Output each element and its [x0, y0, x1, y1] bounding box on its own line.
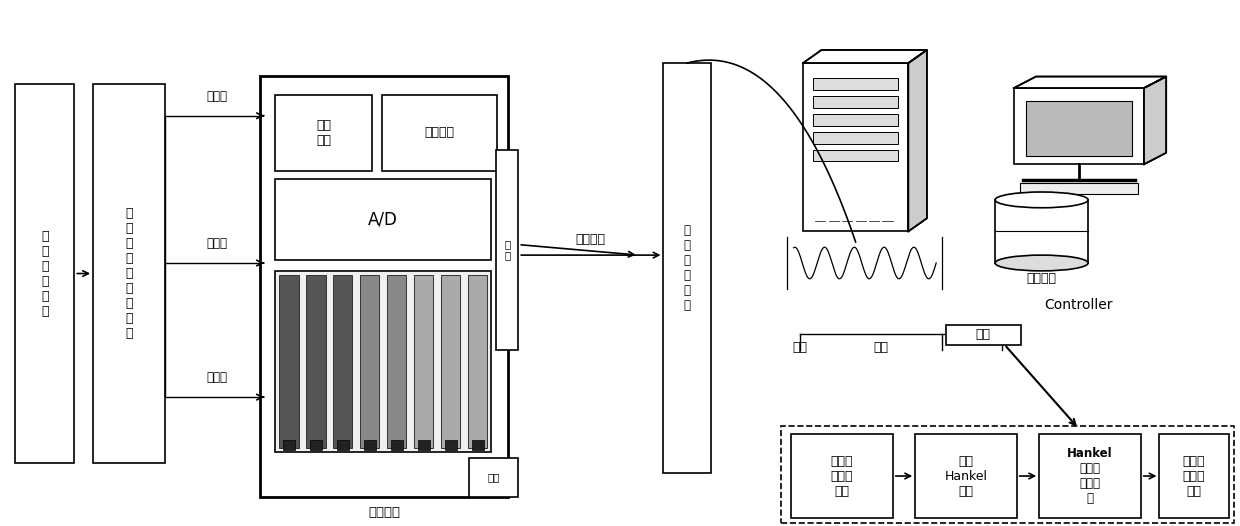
- FancyBboxPatch shape: [946, 325, 1021, 345]
- FancyBboxPatch shape: [813, 150, 898, 161]
- FancyBboxPatch shape: [391, 440, 403, 450]
- FancyBboxPatch shape: [279, 275, 299, 448]
- FancyBboxPatch shape: [445, 440, 456, 450]
- FancyBboxPatch shape: [275, 179, 491, 260]
- FancyBboxPatch shape: [1025, 101, 1131, 157]
- Text: 信号
放大: 信号 放大: [316, 119, 331, 147]
- FancyBboxPatch shape: [1019, 183, 1138, 195]
- FancyBboxPatch shape: [363, 440, 376, 450]
- FancyBboxPatch shape: [813, 114, 898, 126]
- Text: 在
轨
脉
冲
激
励: 在 轨 脉 冲 激 励: [41, 229, 48, 318]
- Text: Hankel
矩阵奇
异值分
解: Hankel 矩阵奇 异值分 解: [1068, 447, 1112, 505]
- FancyBboxPatch shape: [467, 275, 487, 448]
- Text: 接
口: 接 口: [503, 239, 511, 261]
- Text: 采集: 采集: [792, 341, 807, 353]
- Text: 存储: 存储: [873, 341, 888, 353]
- FancyBboxPatch shape: [1159, 434, 1229, 518]
- Text: 传感器: 传感器: [207, 237, 227, 250]
- FancyBboxPatch shape: [813, 78, 898, 90]
- Ellipse shape: [994, 255, 1089, 271]
- Text: 在
轨
状
态
太
阳
电
池
阵: 在 轨 状 态 太 阳 电 池 阵: [125, 207, 133, 340]
- Ellipse shape: [994, 192, 1089, 208]
- FancyBboxPatch shape: [915, 434, 1017, 518]
- Text: 地
面
数
据
接
收: 地 面 数 据 接 收: [683, 224, 691, 312]
- FancyBboxPatch shape: [1014, 88, 1145, 164]
- FancyBboxPatch shape: [496, 150, 518, 350]
- FancyBboxPatch shape: [471, 440, 484, 450]
- FancyBboxPatch shape: [306, 275, 325, 448]
- Text: 数据存储: 数据存储: [1027, 272, 1056, 285]
- Text: 数据传输: 数据传输: [575, 233, 605, 246]
- FancyBboxPatch shape: [441, 275, 460, 448]
- Polygon shape: [804, 50, 926, 63]
- Text: 电源: 电源: [487, 472, 500, 482]
- FancyBboxPatch shape: [283, 440, 295, 450]
- FancyBboxPatch shape: [260, 76, 508, 497]
- FancyBboxPatch shape: [275, 95, 372, 171]
- FancyBboxPatch shape: [15, 84, 74, 463]
- FancyBboxPatch shape: [813, 132, 898, 144]
- Polygon shape: [1145, 76, 1166, 164]
- FancyBboxPatch shape: [310, 440, 322, 450]
- Text: 构造系
统状态
方程: 构造系 统状态 方程: [831, 454, 853, 498]
- Text: 信号调理: 信号调理: [424, 126, 455, 139]
- FancyBboxPatch shape: [332, 275, 352, 448]
- FancyBboxPatch shape: [93, 84, 165, 463]
- FancyBboxPatch shape: [360, 275, 379, 448]
- FancyBboxPatch shape: [813, 96, 898, 108]
- Text: 系统模
态参数
识别: 系统模 态参数 识别: [1183, 454, 1205, 498]
- Text: 数据采集: 数据采集: [368, 507, 401, 519]
- FancyBboxPatch shape: [804, 63, 908, 231]
- Polygon shape: [1014, 76, 1166, 88]
- FancyBboxPatch shape: [387, 275, 407, 448]
- FancyBboxPatch shape: [781, 426, 1234, 523]
- FancyBboxPatch shape: [791, 434, 893, 518]
- FancyBboxPatch shape: [663, 63, 711, 473]
- Text: 构造
Hankel
矩阵: 构造 Hankel 矩阵: [945, 454, 987, 498]
- FancyBboxPatch shape: [414, 275, 434, 448]
- FancyBboxPatch shape: [382, 95, 497, 171]
- Text: 传感器: 传感器: [207, 371, 227, 384]
- FancyBboxPatch shape: [994, 200, 1089, 263]
- FancyBboxPatch shape: [337, 440, 348, 450]
- Polygon shape: [908, 50, 926, 231]
- Text: 分析: 分析: [976, 328, 991, 341]
- FancyBboxPatch shape: [469, 458, 518, 497]
- Text: Controller: Controller: [1044, 298, 1114, 312]
- Text: 传感器: 传感器: [207, 89, 227, 103]
- FancyBboxPatch shape: [418, 440, 429, 450]
- FancyBboxPatch shape: [275, 271, 491, 452]
- FancyBboxPatch shape: [1039, 434, 1141, 518]
- Text: A/D: A/D: [368, 210, 398, 229]
